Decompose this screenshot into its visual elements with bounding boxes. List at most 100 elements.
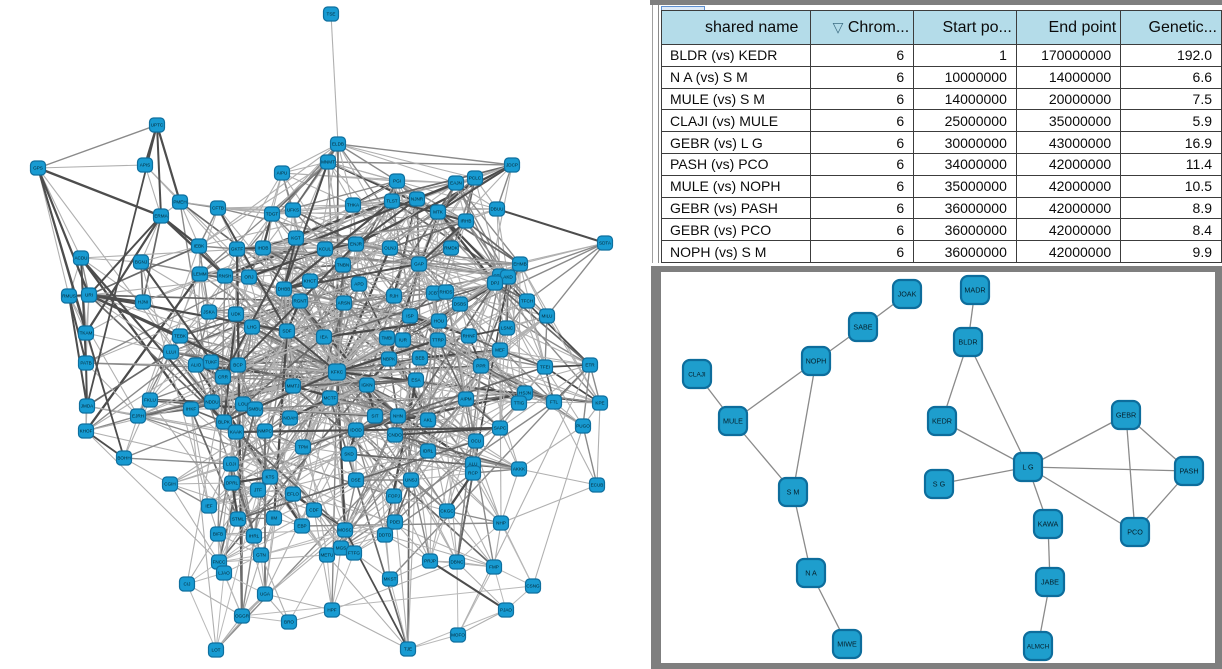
svg-text:AIPM: AIPM bbox=[460, 397, 471, 402]
svg-text:CDF: CDF bbox=[309, 508, 319, 513]
svg-text:RHDS: RHDS bbox=[439, 290, 452, 295]
svg-text:TFEI: TFEI bbox=[540, 365, 550, 370]
svg-text:TSE: TSE bbox=[327, 12, 336, 17]
svg-text:EFLO: EFLO bbox=[287, 492, 299, 497]
svg-text:FTL: FTL bbox=[550, 400, 559, 405]
svg-text:IEF: IEF bbox=[205, 504, 212, 509]
svg-text:JSKA: JSKA bbox=[203, 310, 215, 315]
svg-text:MIWE: MIWE bbox=[837, 640, 857, 649]
svg-text:DSE: DSE bbox=[351, 478, 360, 483]
svg-text:NDDU: NDDU bbox=[205, 400, 218, 405]
svg-text:ARSN: ARSN bbox=[338, 301, 351, 306]
svg-text:RJH: RJH bbox=[390, 294, 399, 299]
svg-text:PRJP: PRJP bbox=[424, 559, 436, 564]
svg-text:TEBK: TEBK bbox=[174, 334, 187, 339]
svg-text:DHBB: DHBB bbox=[278, 287, 291, 292]
svg-text:LEMM: LEMM bbox=[193, 272, 206, 277]
svg-text:ACDU: ACDU bbox=[74, 256, 87, 261]
svg-text:IEA: IEA bbox=[320, 335, 328, 340]
svg-text:PDEI: PDEI bbox=[390, 520, 401, 525]
svg-text:JCBT: JCBT bbox=[428, 291, 440, 296]
svg-text:HJNI: HJNI bbox=[138, 300, 148, 305]
svg-text:TFCH: TFCH bbox=[521, 299, 533, 304]
svg-text:L G: L G bbox=[1022, 463, 1034, 472]
svg-text:ORJ: ORJ bbox=[244, 275, 253, 280]
svg-text:JMDA: JMDA bbox=[81, 404, 94, 409]
svg-text:IIM: IIM bbox=[271, 516, 278, 521]
svg-text:FMP: FMP bbox=[489, 565, 499, 570]
svg-text:IEBK: IEBK bbox=[194, 244, 205, 249]
svg-text:TDGT: TDGT bbox=[266, 212, 279, 217]
svg-text:GPS: GPS bbox=[33, 166, 43, 171]
svg-text:UGA: UGA bbox=[260, 592, 271, 597]
svg-text:KAWA: KAWA bbox=[1038, 520, 1059, 529]
svg-text:ALU: ALU bbox=[469, 462, 478, 467]
svg-text:CLAJI: CLAJI bbox=[688, 372, 706, 379]
svg-text:TTIG: TTIG bbox=[514, 401, 525, 406]
svg-text:IRHB: IRHB bbox=[461, 219, 472, 224]
svg-text:UPTC: UPTC bbox=[151, 123, 164, 128]
svg-text:JDCP: JDCP bbox=[506, 163, 518, 168]
svg-text:EHMB: EHMB bbox=[513, 262, 526, 267]
svg-text:UNSJ: UNSJ bbox=[405, 478, 417, 483]
svg-text:TMBI: TMBI bbox=[382, 336, 393, 341]
svg-text:CFTB: CFTB bbox=[212, 206, 224, 211]
svg-text:NOPH: NOPH bbox=[806, 357, 827, 366]
svg-text:KAAK: KAAK bbox=[230, 430, 243, 435]
svg-text:BLPK: BLPK bbox=[218, 420, 231, 425]
svg-text:KGT: KGT bbox=[291, 236, 301, 241]
svg-text:THKA: THKA bbox=[347, 203, 360, 208]
svg-text:NJNR: NJNR bbox=[411, 197, 424, 202]
svg-text:EAJN: EAJN bbox=[450, 181, 462, 186]
svg-text:OCU: OCU bbox=[471, 439, 481, 444]
svg-text:BOHH: BOHH bbox=[117, 456, 130, 461]
svg-text:MKST: MKST bbox=[384, 577, 397, 582]
svg-text:ESA: ESA bbox=[411, 378, 421, 383]
svg-text:SDTA: SDTA bbox=[599, 241, 612, 246]
svg-text:N A: N A bbox=[805, 569, 817, 578]
svg-text:IUR: IUR bbox=[399, 338, 408, 343]
svg-text:MOFO: MOFO bbox=[451, 633, 465, 638]
svg-text:CNDO: CNDO bbox=[388, 433, 402, 438]
svg-text:DPRL: DPRL bbox=[226, 481, 239, 486]
svg-text:LOU: LOU bbox=[238, 402, 247, 407]
svg-text:SABE: SABE bbox=[853, 323, 872, 332]
svg-text:ALMCH: ALMCH bbox=[1027, 644, 1050, 651]
svg-text:NHP: NHP bbox=[496, 521, 506, 526]
svg-text:AKL: AKL bbox=[424, 418, 433, 423]
svg-text:IDRL: IDRL bbox=[423, 449, 434, 454]
svg-text:OGGR: OGGR bbox=[235, 614, 250, 619]
svg-text:BGNJ: BGNJ bbox=[135, 260, 147, 265]
svg-text:LOJI: LOJI bbox=[226, 462, 236, 467]
svg-text:EJRH: EJRH bbox=[132, 414, 144, 419]
svg-text:DPJ: DPJ bbox=[491, 281, 500, 286]
svg-text:NOAH: NOAH bbox=[283, 416, 296, 421]
svg-text:BEB: BEB bbox=[415, 356, 424, 361]
svg-text:KFKC: KFKC bbox=[331, 370, 344, 375]
svg-text:MILU: MILU bbox=[542, 314, 553, 319]
svg-text:TUKF: TUKF bbox=[205, 360, 217, 365]
svg-text:URI: URI bbox=[85, 293, 93, 298]
svg-text:TNBN: TNBN bbox=[337, 263, 350, 268]
svg-text:CGIH: CGIH bbox=[164, 482, 175, 487]
svg-text:AIPU: AIPU bbox=[277, 171, 288, 176]
svg-text:MCTF: MCTF bbox=[324, 396, 337, 401]
svg-text:IDOD: IDOD bbox=[350, 428, 362, 433]
svg-text:NMPC: NMPC bbox=[258, 429, 272, 434]
svg-text:KPE: KPE bbox=[595, 401, 604, 406]
svg-text:HOU: HOU bbox=[434, 319, 444, 324]
svg-text:IHKF: IHKF bbox=[186, 407, 197, 412]
svg-text:UFKS: UFKS bbox=[287, 208, 299, 213]
svg-text:SMBU: SMBU bbox=[248, 407, 261, 412]
svg-text:IHDB: IHDB bbox=[258, 246, 269, 251]
svg-text:DBUU: DBUU bbox=[490, 207, 503, 212]
svg-text:SDF: SDF bbox=[282, 329, 291, 334]
svg-text:LJAO: LJAO bbox=[218, 571, 230, 576]
svg-text:RMDK: RMDK bbox=[444, 246, 458, 251]
svg-text:DBNC: DBNC bbox=[450, 560, 464, 565]
svg-text:MOSC: MOSC bbox=[338, 528, 352, 533]
svg-text:GTN: GTN bbox=[256, 553, 266, 558]
svg-text:DDTD: DDTD bbox=[379, 533, 392, 538]
svg-text:JTF: JTF bbox=[254, 488, 262, 493]
svg-text:PJAO: PJAO bbox=[500, 608, 512, 613]
